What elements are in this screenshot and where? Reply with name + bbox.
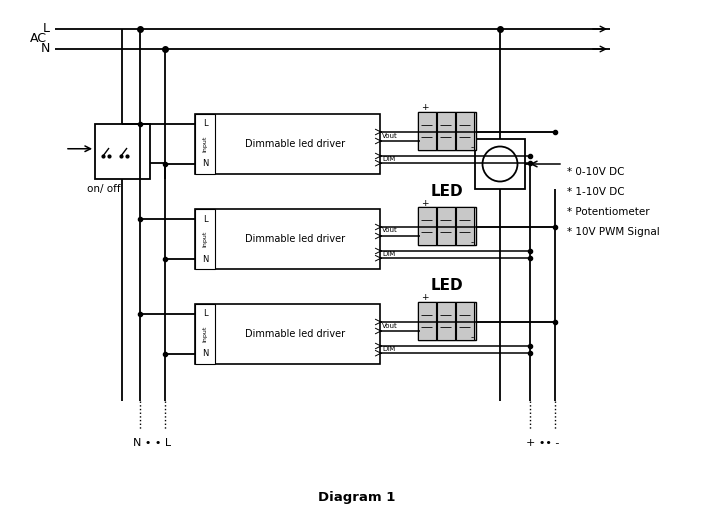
Text: N • • L: N • • L xyxy=(134,438,171,448)
Bar xyxy=(418,112,436,150)
Bar xyxy=(418,207,476,245)
Text: Dimmable led driver: Dimmable led driver xyxy=(246,329,346,339)
Bar xyxy=(456,112,474,150)
Bar xyxy=(475,139,525,189)
Bar xyxy=(456,207,474,245)
Text: Diagram 1: Diagram 1 xyxy=(318,490,396,503)
Bar xyxy=(437,302,455,340)
Text: on/ off: on/ off xyxy=(87,184,121,194)
Text: Dimmable led driver: Dimmable led driver xyxy=(246,139,346,149)
Text: * 0-10V DC: * 0-10V DC xyxy=(567,167,625,177)
Text: L: L xyxy=(43,22,50,35)
Text: DIM: DIM xyxy=(382,251,396,256)
Text: N: N xyxy=(202,349,208,359)
Bar xyxy=(418,207,436,245)
Text: -: - xyxy=(471,143,473,153)
Text: Dimmable led driver: Dimmable led driver xyxy=(246,234,346,244)
Text: * 10V PWM Signal: * 10V PWM Signal xyxy=(567,227,660,237)
Text: + •• -: + •• - xyxy=(526,438,559,448)
Text: LED: LED xyxy=(431,184,463,198)
Text: +: + xyxy=(421,294,428,303)
Text: DIM: DIM xyxy=(382,346,396,351)
Bar xyxy=(195,114,215,174)
Text: * 1-10V DC: * 1-10V DC xyxy=(567,187,625,197)
Text: N: N xyxy=(202,159,208,169)
Text: N: N xyxy=(41,43,50,56)
Text: Vout: Vout xyxy=(382,227,398,234)
Bar xyxy=(195,304,215,364)
Bar xyxy=(418,302,476,340)
Text: L: L xyxy=(203,214,207,224)
Bar xyxy=(195,304,380,364)
Bar xyxy=(195,209,215,269)
Text: L: L xyxy=(203,119,207,129)
Text: AC: AC xyxy=(30,33,47,46)
Bar xyxy=(437,207,455,245)
Text: +: + xyxy=(421,198,428,208)
Text: -: - xyxy=(471,334,473,343)
Bar xyxy=(418,302,436,340)
Text: -: - xyxy=(471,239,473,248)
Bar xyxy=(195,114,380,174)
Text: +: + xyxy=(421,103,428,113)
Text: Input: Input xyxy=(203,136,208,152)
Bar xyxy=(437,112,455,150)
Text: Vout: Vout xyxy=(382,322,398,329)
Text: N: N xyxy=(202,254,208,264)
Bar xyxy=(95,124,150,179)
Bar xyxy=(418,112,476,150)
Text: L: L xyxy=(203,309,207,319)
Text: LED: LED xyxy=(431,279,463,294)
Text: Input: Input xyxy=(203,231,208,247)
Text: * Potentiometer: * Potentiometer xyxy=(567,207,650,217)
Text: Input: Input xyxy=(203,326,208,342)
Text: Vout: Vout xyxy=(382,132,398,139)
Text: DIM: DIM xyxy=(382,156,396,161)
Bar xyxy=(195,209,380,269)
Bar xyxy=(456,302,474,340)
